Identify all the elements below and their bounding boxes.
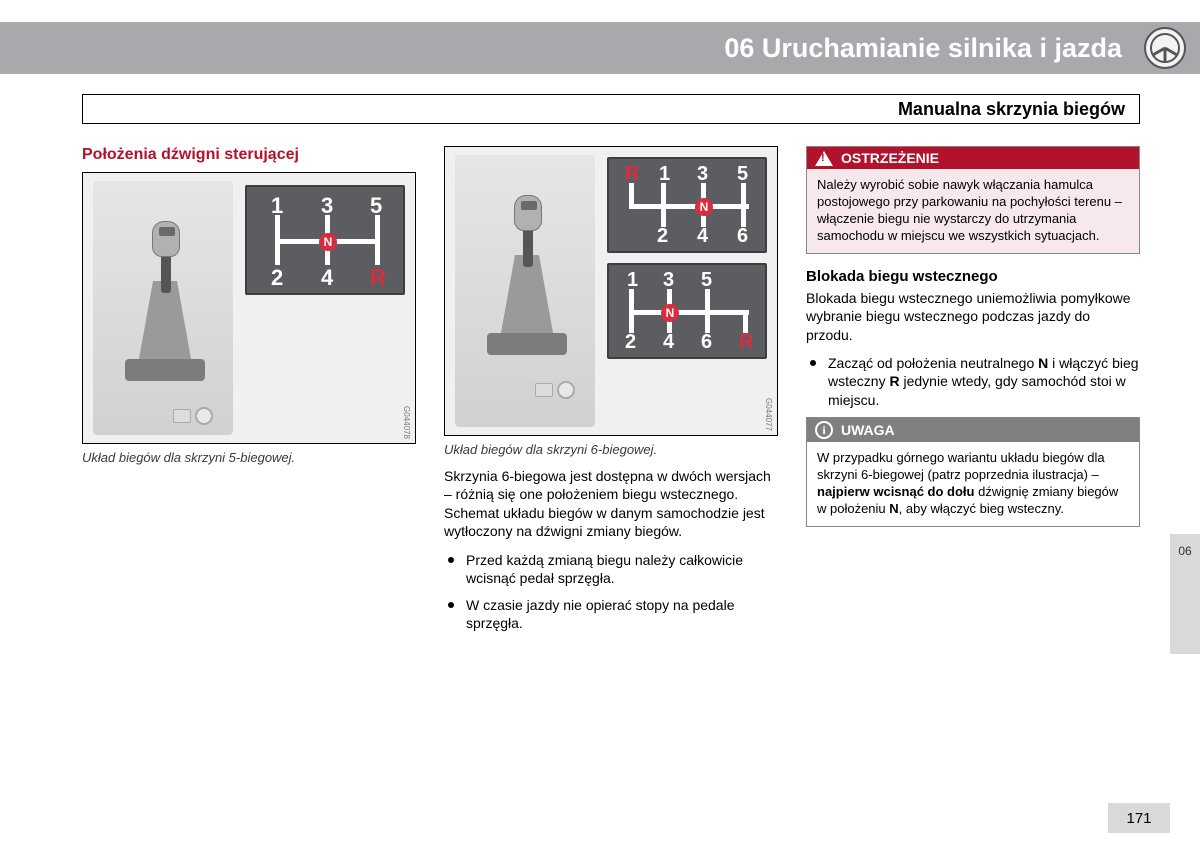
steering-wheel-icon — [1144, 27, 1186, 69]
text-bold: R — [889, 373, 899, 389]
note-body: W przypadku górnego wariantu układu bieg… — [807, 442, 1139, 526]
warning-callout: OSTRZEŻENIE Należy wyrobić sobie nawyk w… — [806, 146, 1140, 254]
gear-label-reverse: R — [625, 163, 639, 186]
page-content: Położenia dźwigni sterującej N 1 — [82, 146, 1140, 641]
page-number-value: 171 — [1126, 810, 1151, 827]
warning-header: OSTRZEŻENIE — [807, 147, 1139, 169]
gear-label: 6 — [701, 331, 712, 354]
gear-label: 3 — [321, 193, 333, 219]
list-item: W czasie jazdy nie opierać stopy na peda… — [444, 596, 778, 633]
list-item: Przed każdą zmianą biegu należy całkowic… — [444, 551, 778, 588]
gear-label: 4 — [663, 331, 674, 354]
info-icon: i — [815, 421, 833, 439]
gear-label-reverse: R — [370, 265, 386, 291]
gear-label: 3 — [663, 269, 674, 292]
section-subtitle-box: Manualna skrzynia biegów — [82, 94, 1140, 124]
warning-title: OSTRZEŻENIE — [841, 150, 939, 166]
text-run: Zacząć od położenia neutralnego — [828, 355, 1038, 371]
section-heading: Położenia dźwigni sterującej — [82, 146, 416, 164]
figure-caption: Układ biegów dla skrzyni 6-biegowej. — [444, 442, 778, 457]
gear-pattern-6speed-a: N R 1 3 5 2 4 6 — [607, 157, 767, 253]
figure-5speed: N 1 3 5 2 4 R G044078 — [82, 172, 416, 444]
note-title: UWAGA — [841, 422, 895, 438]
gear-label: 5 — [701, 269, 712, 292]
gear-label-reverse: R — [739, 331, 753, 354]
bullet-list: Przed każdą zmianą biegu należy całkowic… — [444, 551, 778, 633]
text-bold: N — [1038, 355, 1048, 371]
gear-label: 1 — [659, 163, 670, 186]
gear-label: 6 — [737, 225, 748, 248]
gear-label: 4 — [321, 265, 333, 291]
gear-label: 2 — [657, 225, 668, 248]
neutral-badge: N — [695, 198, 713, 216]
page-number: 171 — [1108, 803, 1170, 833]
gear-label: 3 — [697, 163, 708, 186]
figure-6speed: N R 1 3 5 2 4 6 N 1 3 5 2 4 — [444, 146, 778, 436]
list-item: Zacząć od położenia neutralnego N i włąc… — [806, 354, 1140, 409]
subsection-heading: Blokada biegu wstecznego — [806, 268, 1140, 285]
gear-label: 5 — [737, 163, 748, 186]
warning-triangle-icon — [815, 151, 833, 166]
gear-label: 4 — [697, 225, 708, 248]
text-bold: N — [889, 501, 898, 516]
column-3: OSTRZEŻENIE Należy wyrobić sobie nawyk w… — [806, 146, 1140, 641]
neutral-badge: N — [661, 304, 679, 322]
gear-label: 2 — [271, 265, 283, 291]
chapter-header: 06 Uruchamianie silnika i jazda — [0, 22, 1200, 74]
gear-pattern-6speed-b: N 1 3 5 2 4 6 R — [607, 263, 767, 359]
column-1: Położenia dźwigni sterującej N 1 — [82, 146, 416, 641]
gear-pattern-5speed: N 1 3 5 2 4 R — [245, 185, 405, 295]
note-callout: i UWAGA W przypadku górnego wariantu ukł… — [806, 417, 1140, 527]
text-bold: najpierw wcisnąć do dołu — [817, 484, 974, 499]
gear-label: 2 — [625, 331, 636, 354]
text-run: W przypadku górnego wariantu układu bieg… — [817, 450, 1105, 482]
section-subtitle: Manualna skrzynia biegów — [898, 99, 1125, 120]
note-header: i UWAGA — [807, 418, 1139, 442]
chapter-title: 06 Uruchamianie silnika i jazda — [724, 33, 1122, 64]
warning-body: Należy wyrobić sobie nawyk włączania ham… — [807, 169, 1139, 253]
paragraph: Skrzynia 6-biegowa jest dostępna w dwóch… — [444, 467, 778, 541]
figure-code: G044077 — [764, 398, 773, 431]
figure-code: G044078 — [402, 406, 411, 439]
chapter-side-tab: 06 — [1170, 534, 1200, 654]
bullet-list: Zacząć od położenia neutralnego N i włąc… — [806, 354, 1140, 409]
figure-caption: Układ biegów dla skrzyni 5-biegowej. — [82, 450, 416, 465]
gear-label: 1 — [627, 269, 638, 292]
gear-label: 5 — [370, 193, 382, 219]
gear-label: 1 — [271, 193, 283, 219]
paragraph: Blokada biegu wstecznego uniemożliwia po… — [806, 289, 1140, 344]
neutral-badge: N — [319, 233, 337, 251]
text-run: , aby włączyć bieg wsteczny. — [899, 501, 1064, 516]
column-2: N R 1 3 5 2 4 6 N 1 3 5 2 4 — [444, 146, 778, 641]
side-tab-label: 06 — [1178, 544, 1191, 558]
